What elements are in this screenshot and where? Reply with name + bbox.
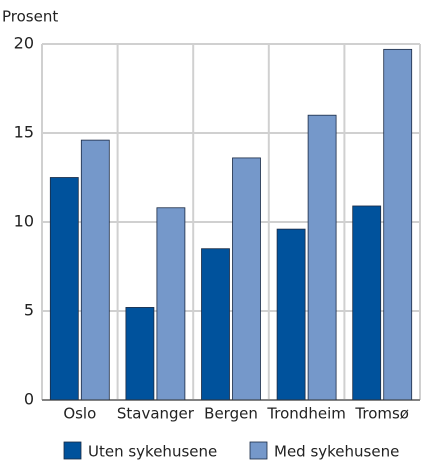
bar (352, 205, 382, 401)
legend-swatch (249, 441, 268, 460)
y-tick-label: 0 (24, 390, 34, 409)
y-axis-label: Prosent (2, 8, 58, 26)
x-tick-label: Tromsø (354, 405, 409, 423)
x-tick-label: Trondheim (266, 405, 346, 423)
legend-label: Uten sykehusene (88, 443, 217, 460)
y-tick-label: 15 (14, 123, 34, 142)
legend-label: Med sykehusene (274, 443, 399, 460)
bar (49, 177, 79, 401)
bar (383, 48, 413, 401)
x-tick-label: Stavanger (117, 405, 195, 423)
bar (80, 139, 110, 401)
bar (307, 114, 337, 401)
y-tick-label: 5 (24, 301, 34, 320)
y-tick-label: 20 (14, 34, 34, 53)
legend-swatch (63, 441, 82, 460)
bar (125, 307, 155, 401)
x-tick-label: Oslo (63, 405, 96, 423)
bar (201, 248, 230, 401)
bar (276, 228, 306, 401)
x-tick-label: Bergen (204, 405, 258, 423)
bar (232, 157, 261, 401)
y-tick-label: 10 (14, 212, 34, 231)
bar (156, 207, 186, 401)
